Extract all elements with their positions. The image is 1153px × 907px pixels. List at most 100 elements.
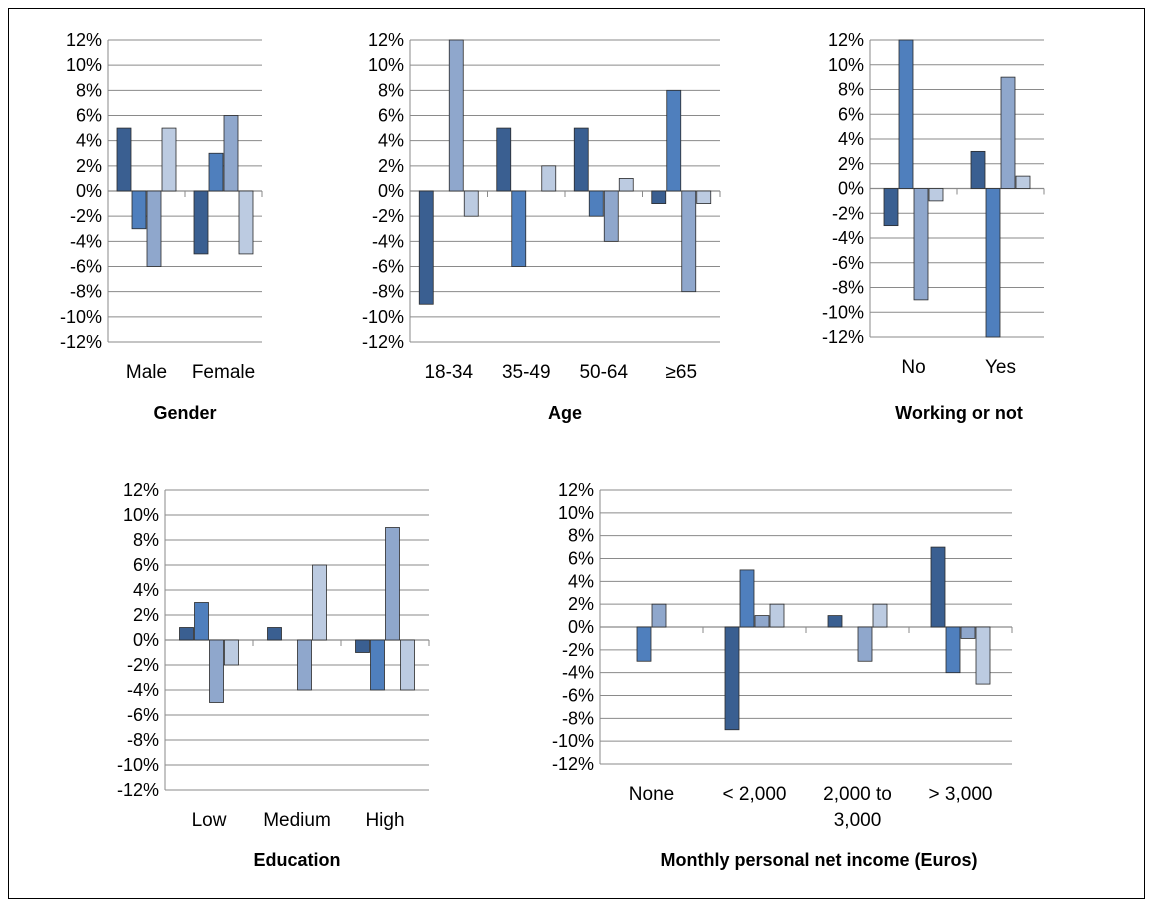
income-y-tick-label: -12% [552, 754, 594, 774]
age-y-tick-label: -6% [372, 257, 404, 277]
income-y-tick-label: 0% [568, 617, 594, 637]
education-y-tick-label: -2% [127, 655, 159, 675]
working-y-tick-label: -6% [832, 253, 864, 273]
working-bar [883, 188, 899, 227]
income-y-tick-label: 4% [568, 571, 594, 591]
income-y-tick-label: 12% [558, 480, 594, 500]
income-category-label: 2,000 to 3,000 [823, 784, 892, 831]
income-y-tick-label: -2% [562, 640, 594, 660]
income-y-tick-label: 6% [568, 549, 594, 569]
age-y-tick-label: 4% [378, 131, 404, 151]
education-y-tick-label: -12% [117, 780, 159, 800]
income-bar [960, 626, 976, 639]
chart-education: 12% 10% 8% 6% 4% 2% 0% -2% -4% -6% -8% -10% -12% Low M… [95, 480, 469, 870]
education-bar [370, 639, 385, 691]
education-bar [209, 639, 224, 703]
gender-y-tick-label: -4% [70, 231, 102, 251]
education-bar [297, 639, 312, 691]
age-y-tick-label: -10% [362, 307, 404, 327]
age-bar [696, 190, 712, 204]
gender-y-tick-label: 4% [76, 131, 102, 151]
income-y-tick-label: -6% [562, 686, 594, 706]
gender-bar [116, 127, 132, 192]
age-category-label: 35-49 [502, 362, 551, 383]
working-category-label: Yes [985, 357, 1016, 378]
working-y-tick-label: -10% [822, 302, 864, 322]
chart-income-title: Monthly personal net income (Euros) [660, 850, 978, 870]
age-category-label: ≥65 [665, 362, 697, 383]
income-y-tick-label: 2% [568, 594, 594, 614]
gender-bar [238, 190, 254, 255]
working-bar [1015, 175, 1031, 189]
income-bar [636, 626, 652, 662]
working-bar [985, 188, 1001, 338]
chart-education-title: Education [253, 850, 341, 870]
education-bar [312, 564, 327, 641]
income-y-tick-label: -8% [562, 708, 594, 728]
income-y-tick-label: 10% [558, 503, 594, 523]
age-y-tick-label: 12% [368, 30, 404, 50]
gender-y-tick-label: 6% [76, 106, 102, 126]
gender-y-tick-label: 0% [76, 181, 102, 201]
education-bar [355, 639, 370, 653]
chart-gender: 12% 10% 8% 6% 4% 2% 0% -2% -4% -6% -8% -10% -12% Male… [38, 30, 302, 422]
income-bar [872, 603, 888, 628]
age-y-tick-label: -2% [372, 206, 404, 226]
education-y-tick-label: -4% [127, 680, 159, 700]
gender-y-tick-label: 10% [66, 55, 102, 75]
income-y-tick-label: 8% [568, 526, 594, 546]
education-y-tick-label: 8% [133, 530, 159, 550]
chart-income-svg: 12% 10% 8% 6%4% 2% 0% -2% -4% -6%-8% -10% -12% None… [552, 480, 1013, 831]
working-y-tick-label: -8% [832, 278, 864, 298]
education-y-tick-label: -10% [117, 755, 159, 775]
education-category-label: Medium [263, 810, 331, 831]
income-bar [651, 603, 667, 628]
age-y-tick-label: 6% [378, 106, 404, 126]
working-bar [928, 188, 944, 202]
age-category-label: 18-34 [424, 362, 473, 383]
income-category-label: None [629, 784, 674, 805]
chart-working-title: Working or not [895, 403, 1023, 423]
education-bar [194, 602, 209, 641]
working-y-tick-label: 2% [838, 154, 864, 174]
age-bar [573, 127, 589, 192]
working-y-tick-label: -2% [832, 203, 864, 223]
working-y-tick-label: 0% [838, 179, 864, 199]
working-y-tick-label: -12% [822, 327, 864, 347]
working-y-tick-label: 4% [838, 129, 864, 149]
gender-bar [208, 152, 224, 192]
working-y-tick-label: 6% [838, 104, 864, 124]
income-bar [827, 615, 843, 628]
income-bar [739, 569, 755, 628]
age-bar [618, 178, 634, 192]
education-y-tick-label: 6% [133, 555, 159, 575]
gender-y-tick-label: 8% [76, 80, 102, 100]
age-y-tick-label: 0% [378, 181, 404, 201]
age-bar [496, 127, 512, 192]
education-category-label: Low [192, 810, 227, 831]
age-bar [511, 190, 527, 267]
age-bar [418, 190, 434, 305]
age-bar [448, 39, 464, 192]
gender-y-tick-label: 12% [66, 30, 102, 50]
age-y-tick-label: -8% [372, 282, 404, 302]
chart-age-title: Age [547, 403, 583, 423]
education-bar [267, 627, 282, 641]
gender-bar [193, 190, 209, 255]
education-category-label: High [365, 810, 404, 831]
education-bar [179, 627, 194, 641]
education-bar [400, 639, 415, 691]
working-y-tick-label: -4% [832, 228, 864, 248]
gender-bar [146, 190, 162, 267]
income-category-label: < 2,000 [723, 784, 787, 805]
gender-y-tick-label: -2% [70, 206, 102, 226]
gender-category-label: Male [126, 362, 167, 383]
income-bar [769, 603, 785, 628]
age-bar [651, 190, 667, 204]
age-y-tick-label: -4% [372, 231, 404, 251]
age-bar [603, 190, 619, 242]
education-y-tick-label: 10% [123, 505, 159, 525]
education-y-tick-label: 4% [133, 580, 159, 600]
chart-education-svg: 12% 10% 8% 6% 4% 2% 0% -2% -4% -6% -8% -10% -12% Low M… [117, 480, 430, 831]
age-y-tick-label: 2% [378, 156, 404, 176]
